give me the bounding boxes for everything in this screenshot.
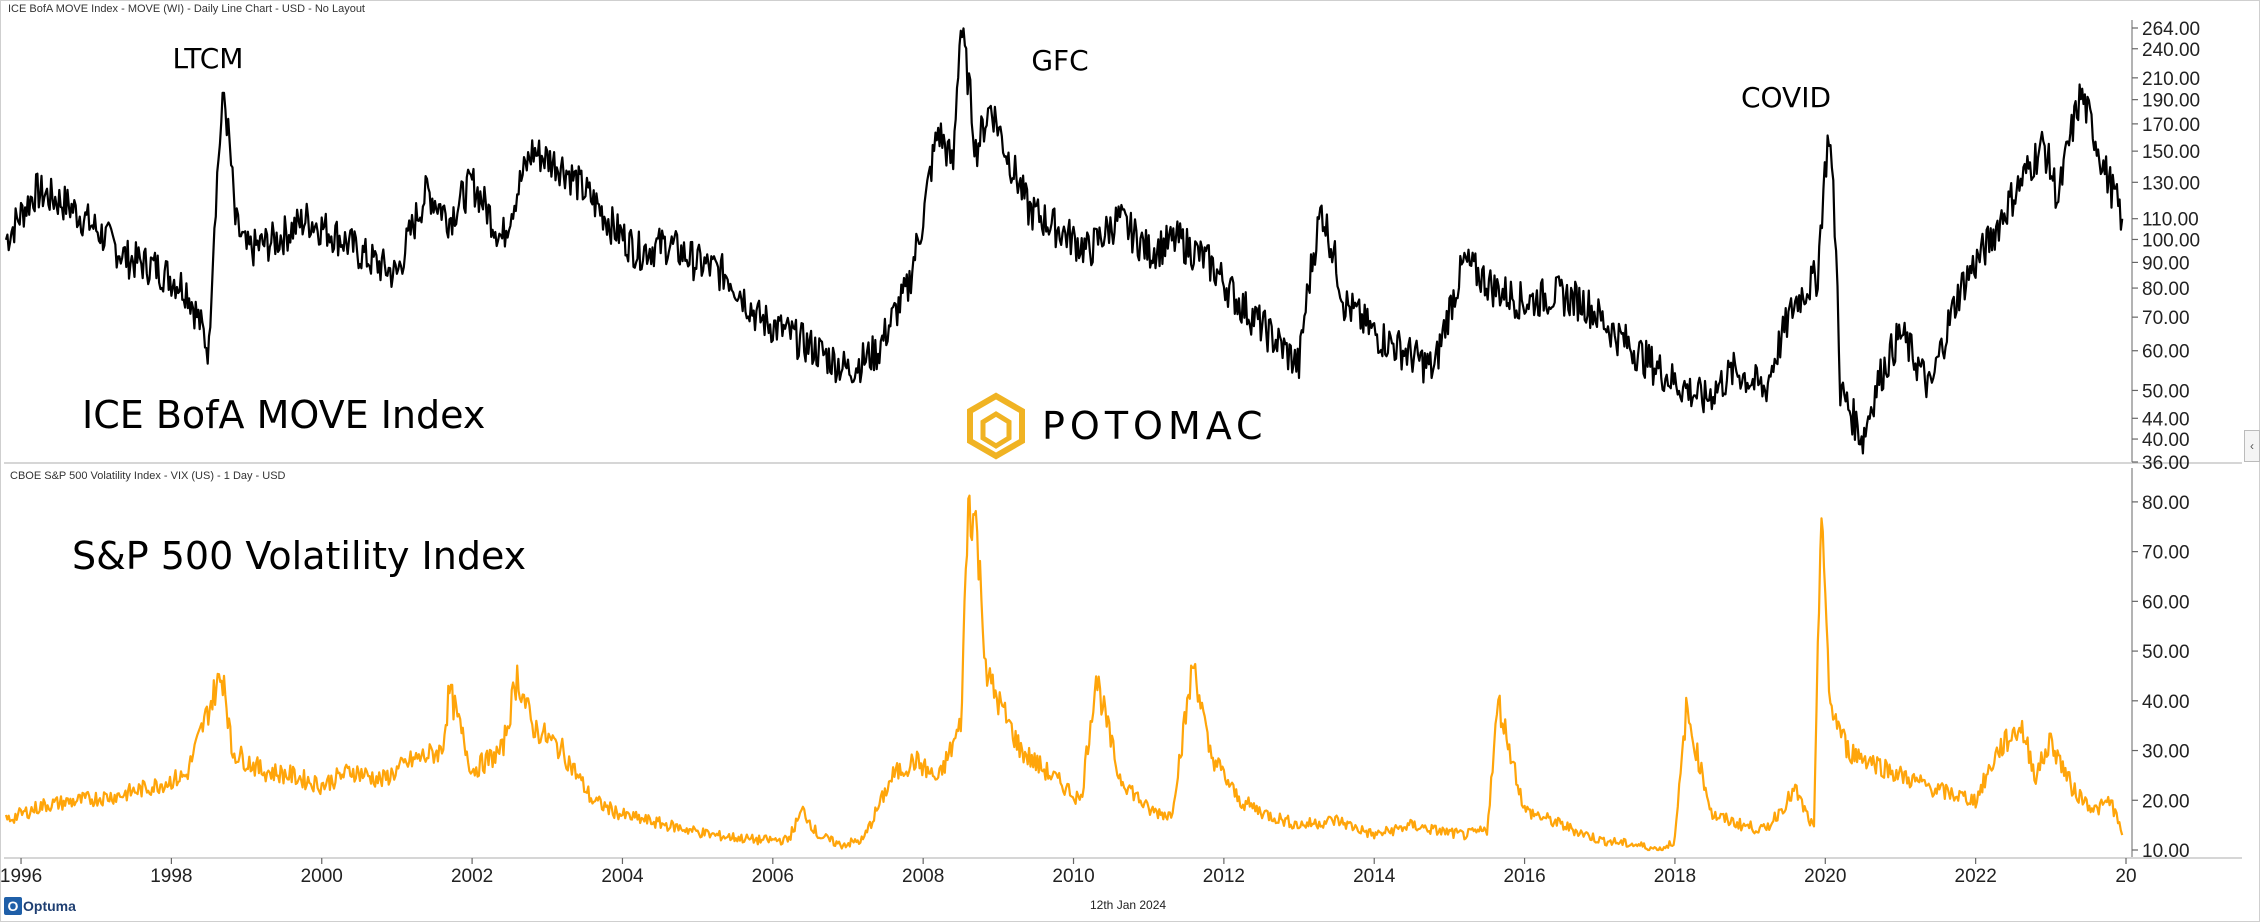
y-tick-label: 190.00 [2142, 91, 2200, 112]
x-axis: 1996 1998 2000 2002 2004 2006 2008 2010 2012 2014… [0, 858, 2137, 887]
bottom-y-axis: 80.00 70.00 60.00 50.00 40.00 30.00 20.00 10.00 [2132, 493, 2190, 862]
y-tick-label: 10.00 [2142, 841, 2190, 862]
x-tick-label: 2018 [1654, 866, 1696, 887]
y-tick-label: 30.00 [2142, 742, 2190, 763]
x-tick-label: 2008 [902, 866, 944, 887]
move-series [4, 27, 2124, 455]
y-tick-label: 20.00 [2142, 791, 2190, 812]
y-tick-label: 80.00 [2142, 279, 2190, 300]
optuma-logo: O Optuma [4, 896, 76, 916]
x-tick-label: 2010 [1052, 866, 1094, 887]
x-tick-label: 2020 [1804, 866, 1846, 887]
y-tick-label: 44.00 [2142, 409, 2190, 430]
y-tick-label: 40.00 [2142, 692, 2190, 713]
potomac-wordmark: POTOMAC [1042, 404, 1268, 448]
collapse-panel-button[interactable]: ‹ [2244, 430, 2260, 462]
y-tick-label: 264.00 [2142, 19, 2200, 40]
y-tick-label: 60.00 [2142, 342, 2190, 363]
y-tick-label: 60.00 [2142, 592, 2190, 613]
y-tick-label: 210.00 [2142, 69, 2200, 90]
optuma-mark-icon: O [4, 897, 22, 915]
x-tick-label: 2004 [601, 866, 644, 887]
y-tick-label: 240.00 [2142, 40, 2200, 61]
annotation-ltcm: LTCM [173, 42, 244, 75]
y-tick-label: 100.00 [2142, 230, 2200, 251]
x-tick-label: 2002 [451, 866, 493, 887]
y-tick-label: 50.00 [2142, 642, 2190, 663]
x-tick-label: 2016 [1503, 866, 1545, 887]
y-tick-label: 40.00 [2142, 430, 2190, 451]
series-line [4, 494, 2124, 852]
series-line [4, 27, 2124, 455]
x-tick-label: 2012 [1203, 866, 1245, 887]
y-tick-label: 90.00 [2142, 253, 2190, 274]
top-panel-title: ICE BofA MOVE Index - MOVE (WI) - Daily … [8, 3, 365, 15]
y-tick-label: 50.00 [2142, 381, 2190, 402]
y-tick-label: 110.00 [2142, 210, 2199, 231]
x-tick-label: 1996 [0, 866, 42, 887]
potomac-logo-icon [967, 392, 1025, 460]
x-tick-label: 1998 [150, 866, 192, 887]
y-tick-label: 130.00 [2142, 173, 2200, 194]
x-tick-label: 2022 [1955, 866, 1997, 887]
move-chart-title: ICE BofA MOVE Index [82, 393, 485, 437]
y-tick-label: 80.00 [2142, 493, 2190, 514]
y-tick-label: 70.00 [2142, 308, 2190, 329]
bottom-panel-title: CBOE S&P 500 Volatility Index - VIX (US)… [10, 470, 286, 482]
y-tick-label: 70.00 [2142, 543, 2190, 564]
chart-date-label: 12th Jan 2024 [1090, 898, 1167, 912]
annotation-covid: COVID [1741, 81, 1831, 114]
x-tick-label: 20 [2115, 866, 2136, 887]
y-tick-label: 170.00 [2142, 115, 2200, 136]
annotation-gfc: GFC [1031, 44, 1088, 77]
vix-series [4, 491, 2124, 852]
optuma-wordmark: Optuma [23, 898, 76, 914]
x-tick-label: 2014 [1353, 866, 1396, 887]
y-tick-label: 36.00 [2142, 453, 2190, 474]
x-tick-label: 2006 [752, 866, 794, 887]
vix-chart-title: S&P 500 Volatility Index [72, 534, 526, 578]
y-tick-label: 150.00 [2142, 142, 2200, 163]
x-tick-label: 2000 [301, 866, 343, 887]
